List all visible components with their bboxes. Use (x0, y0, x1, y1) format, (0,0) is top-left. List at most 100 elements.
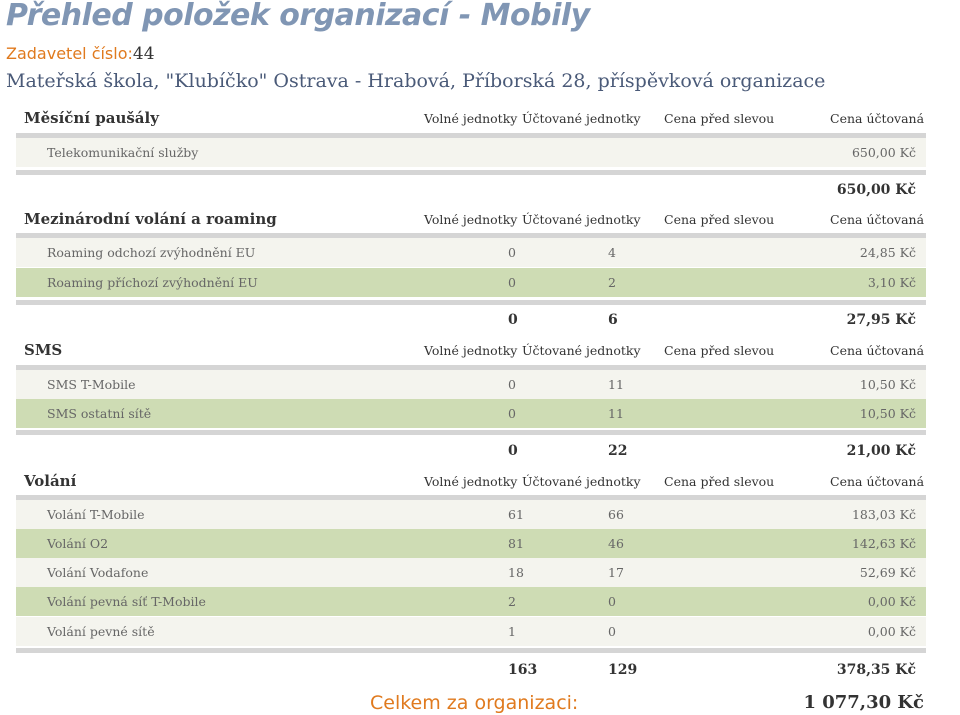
section-divider (16, 495, 926, 500)
row-free: 0 (508, 275, 516, 290)
row-price: 24,85 Kč (859, 245, 916, 260)
row-free: 0 (508, 245, 516, 260)
row-name: Volání Vodafone (47, 565, 149, 580)
row-name: Volání T-Mobile (47, 507, 145, 522)
section-divider (16, 133, 926, 138)
total-free: 0 (508, 443, 518, 459)
row-price: 142,63 Kč (851, 536, 916, 551)
section-divider (16, 648, 926, 653)
row-price: 183,03 Kč (851, 507, 916, 522)
section-divider (16, 233, 926, 238)
row-billed: 0 (608, 594, 616, 609)
section-header: Mezinárodní volání a roaming Volné jedno… (16, 204, 926, 238)
payer-line: Zadavetel číslo:44 (6, 44, 155, 64)
row-free: 2 (508, 594, 516, 609)
row-billed: 2 (608, 275, 616, 290)
row-name: Volání pevná síť T-Mobile (47, 594, 206, 609)
table-row: Volání Vodafone 18 17 52,69 Kč (16, 558, 926, 587)
table-row: SMS T-Mobile 0 11 10,50 Kč (16, 370, 926, 399)
organization-name: Mateřská škola, "Klubíčko" Ostrava - Hra… (6, 70, 826, 92)
row-price: 0,00 Kč (867, 624, 916, 639)
section-title: Měsíční paušály (24, 109, 159, 127)
row-free: 1 (508, 624, 516, 639)
table-row: Telekomunikační služby 650,00 Kč (16, 138, 926, 167)
row-name: SMS ostatní sítě (47, 406, 152, 421)
col-billed-units: Účtované jednotky (522, 212, 641, 227)
row-price: 650,00 Kč (851, 145, 916, 160)
col-price-billed: Cena účtovaná (830, 343, 925, 358)
row-billed: 66 (608, 507, 624, 522)
total-free: 163 (508, 662, 538, 678)
total-price: 27,95 Kč (846, 312, 916, 328)
col-price-before: Cena před slevou (664, 343, 775, 358)
col-billed-units: Účtované jednotky (522, 474, 641, 489)
section-title: SMS (24, 341, 63, 359)
col-free-units: Volné jednotky (424, 343, 518, 358)
payer-number: 44 (132, 44, 155, 64)
row-billed: 11 (608, 406, 624, 421)
row-name: Roaming příchozí zvýhodnění EU (47, 275, 258, 290)
col-price-billed: Cena účtovaná (830, 474, 925, 489)
row-billed: 0 (608, 624, 616, 639)
row-name: Volání pevné sítě (47, 624, 155, 639)
row-free: 18 (508, 565, 524, 580)
table-row: SMS ostatní sítě 0 11 10,50 Kč (16, 399, 926, 428)
section-total: 650,00 Kč (16, 180, 926, 202)
col-price-before: Cena před slevou (664, 212, 775, 227)
row-free: 61 (508, 507, 524, 522)
total-billed: 22 (608, 443, 628, 459)
section-divider (16, 430, 926, 435)
table-row: Roaming odchozí zvýhodnění EU 0 4 24,85 … (16, 238, 926, 267)
section-title: Volání (24, 472, 77, 490)
page-title: Přehled položek organizací - Mobily (6, 0, 590, 33)
table-row: Volání T-Mobile 61 66 183,03 Kč (16, 500, 926, 529)
row-price: 10,50 Kč (859, 377, 916, 392)
section-header: Měsíční paušály Volné jednotky Účtované … (16, 103, 926, 137)
section-title: Mezinárodní volání a roaming (24, 210, 277, 228)
total-billed: 6 (608, 312, 618, 328)
grand-total-value: 1 077,30 Kč (803, 692, 924, 713)
col-free-units: Volné jednotky (424, 111, 518, 126)
row-billed: 46 (608, 536, 624, 551)
row-free: 0 (508, 406, 516, 421)
total-price: 21,00 Kč (846, 443, 916, 459)
grand-total-label: Celkem za organizaci: (370, 692, 579, 714)
row-billed: 17 (608, 565, 624, 580)
total-free: 0 (508, 312, 518, 328)
col-billed-units: Účtované jednotky (522, 111, 641, 126)
row-price: 3,10 Kč (867, 275, 916, 290)
row-price: 52,69 Kč (859, 565, 916, 580)
row-name: Telekomunikační služby (47, 145, 199, 160)
table-row: Volání pevné sítě 1 0 0,00 Kč (16, 617, 926, 646)
table-row: Roaming příchozí zvýhodnění EU 0 2 3,10 … (16, 268, 926, 297)
row-billed: 4 (608, 245, 616, 260)
section-header: SMS Volné jednotky Účtované jednotky Cen… (16, 335, 926, 369)
col-free-units: Volné jednotky (424, 474, 518, 489)
table-row: Volání O2 81 46 142,63 Kč (16, 529, 926, 558)
section-divider (16, 170, 926, 175)
row-name: Roaming odchozí zvýhodnění EU (47, 245, 256, 260)
section-total: 0 6 27,95 Kč (16, 310, 926, 332)
section-total: 0 22 21,00 Kč (16, 441, 926, 463)
section-divider (16, 365, 926, 370)
col-price-before: Cena před slevou (664, 474, 775, 489)
section-total: 163 129 378,35 Kč (16, 660, 926, 682)
total-price: 378,35 Kč (836, 662, 916, 678)
table-row: Volání pevná síť T-Mobile 2 0 0,00 Kč (16, 587, 926, 616)
row-name: SMS T-Mobile (47, 377, 136, 392)
total-price: 650,00 Kč (836, 182, 916, 198)
row-price: 10,50 Kč (859, 406, 916, 421)
row-free: 81 (508, 536, 524, 551)
col-price-before: Cena před slevou (664, 111, 775, 126)
section-header: Volání Volné jednotky Účtované jednotky … (16, 466, 926, 500)
col-billed-units: Účtované jednotky (522, 343, 641, 358)
payer-label: Zadavetel číslo: (6, 44, 133, 63)
total-billed: 129 (608, 662, 638, 678)
row-free: 0 (508, 377, 516, 392)
col-price-billed: Cena účtovaná (830, 111, 925, 126)
row-name: Volání O2 (47, 536, 109, 551)
row-price: 0,00 Kč (867, 594, 916, 609)
row-billed: 11 (608, 377, 624, 392)
section-divider (16, 300, 926, 305)
col-price-billed: Cena účtovaná (830, 212, 925, 227)
